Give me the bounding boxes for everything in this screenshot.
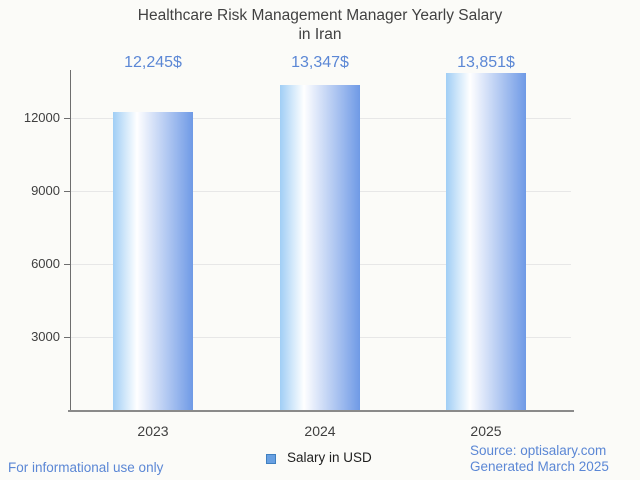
y-tickmark-6000 <box>64 264 70 265</box>
value-label-2023: 12,245$ <box>124 54 182 71</box>
legend-label: Salary in USD <box>287 450 372 465</box>
bar-2023 <box>113 112 193 410</box>
y-tick-label-12000: 12000 <box>23 110 60 125</box>
y-tickmark-12000 <box>64 118 70 119</box>
y-tick-label-6000: 6000 <box>31 256 60 271</box>
x-tick-label-2025: 2025 <box>470 423 502 439</box>
bar-2025 <box>446 72 526 410</box>
value-label-2025: 13,851$ <box>457 54 515 71</box>
x-tick-label-2023: 2023 <box>137 423 169 439</box>
y-tick-label-9000: 9000 <box>31 183 60 198</box>
y-tickmark-3000 <box>64 337 70 338</box>
x-axis-line <box>68 410 574 412</box>
footer-source: Source: optisalary.com Generated March 2… <box>470 443 609 474</box>
chart-title-line2: in Iran <box>298 26 342 43</box>
y-tickmark-9000 <box>64 191 70 192</box>
footer-source-line: Source: optisalary.com <box>470 443 607 458</box>
y-axis-line <box>70 70 71 411</box>
footer-generated-line: Generated March 2025 <box>470 458 609 474</box>
legend-marker-icon <box>266 454 276 464</box>
chart-title: Healthcare Risk Management Manager Yearl… <box>0 6 640 44</box>
value-label-2024: 13,347$ <box>291 54 349 71</box>
bar-2024 <box>280 85 360 410</box>
x-tick-label-2024: 2024 <box>304 423 336 439</box>
y-tick-label-3000: 3000 <box>31 329 60 344</box>
footer-disclaimer: For informational use only <box>8 460 164 475</box>
chart-title-line1: Healthcare Risk Management Manager Yearl… <box>137 7 503 24</box>
